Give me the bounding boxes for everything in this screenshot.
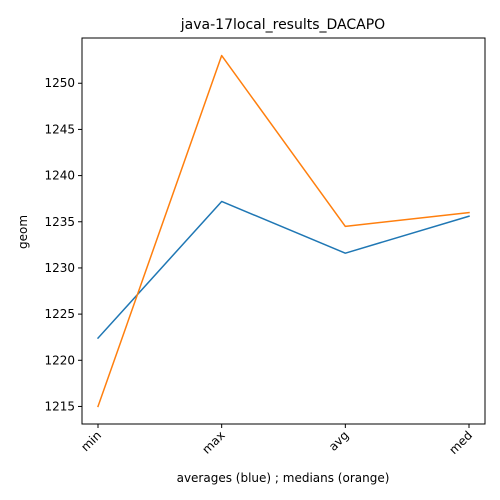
y-axis: 1215 1220 1225 1230 1235 1240 1245 1250 — [44, 76, 82, 413]
y-tick-label: 1240 — [44, 169, 75, 183]
series-line-0 — [96, 200, 470, 340]
x-axis: min max avg med — [78, 424, 475, 457]
y-tick-label: 1225 — [44, 307, 75, 321]
plot-frame — [81, 37, 486, 425]
series-line-1 — [97, 54, 470, 408]
x-tick-label: avg — [326, 428, 352, 454]
y-tick-label: 1230 — [44, 261, 75, 275]
x-axis-label: averages (blue) ; medians (orange) — [177, 471, 390, 485]
x-tick-label: max — [199, 428, 227, 456]
y-axis-label: geom — [16, 215, 30, 249]
x-tick-label: min — [78, 428, 104, 454]
x-tick-label: med — [446, 428, 475, 457]
plot-area — [81, 37, 486, 425]
y-tick-label: 1235 — [44, 215, 75, 229]
y-tick-label: 1220 — [44, 353, 75, 367]
y-tick-label: 1245 — [44, 122, 75, 136]
y-tick-label: 1250 — [44, 76, 75, 90]
y-tick-label: 1215 — [44, 399, 75, 413]
chart-title: java-17local_results_DACAPO — [180, 17, 385, 33]
